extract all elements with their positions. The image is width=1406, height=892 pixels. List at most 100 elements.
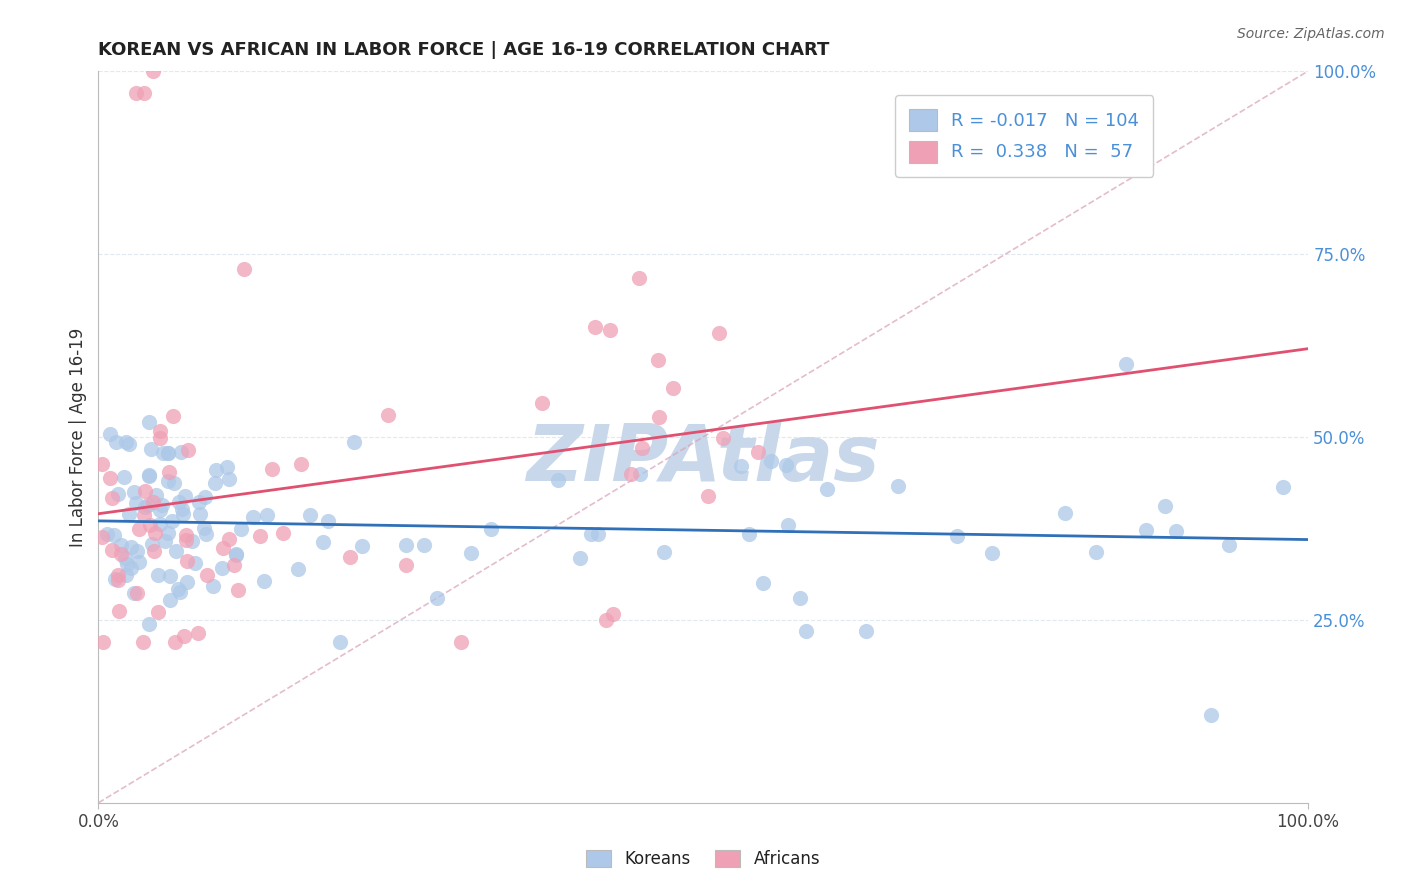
Point [212, 541, 235, 555]
Point [547, 473, 569, 487]
Text: ZIPAtlas: ZIPAtlas [526, 421, 880, 497]
Point [187, 626, 209, 640]
Point [620, 467, 643, 482]
Point [1218, 538, 1240, 552]
Point [107, 568, 129, 582]
Point [730, 459, 752, 474]
Point [141, 537, 163, 551]
Point [139, 442, 162, 457]
Point [142, 494, 165, 508]
Point [226, 583, 249, 598]
Point [188, 507, 211, 521]
Point [134, 87, 156, 101]
Point [460, 546, 482, 560]
Point [153, 533, 176, 548]
Point [218, 472, 240, 486]
Point [761, 454, 783, 468]
Point [586, 526, 609, 541]
Point [205, 463, 228, 477]
Point [479, 522, 502, 536]
Point [167, 495, 190, 509]
Point [107, 487, 129, 501]
Point [98, 427, 121, 442]
Point [377, 408, 399, 422]
Point [114, 435, 136, 450]
Point [195, 567, 218, 582]
Point [648, 409, 671, 424]
Point [707, 326, 730, 340]
Point [114, 551, 136, 566]
Point [145, 526, 167, 541]
Point [738, 527, 761, 541]
Y-axis label: In Labor Force | Age 16-19: In Labor Force | Age 16-19 [69, 327, 87, 547]
Point [195, 527, 218, 541]
Point [531, 396, 554, 410]
Point [225, 548, 247, 562]
Point [299, 508, 322, 522]
Point [173, 489, 195, 503]
Point [169, 585, 191, 599]
Point [180, 533, 202, 548]
Point [132, 508, 155, 522]
Point [173, 629, 195, 643]
Point [628, 271, 651, 285]
Point [174, 533, 197, 548]
Point [90, 457, 112, 471]
Point [139, 517, 162, 532]
Point [1115, 357, 1137, 371]
Point [311, 535, 333, 549]
Point [101, 491, 124, 505]
Point [1085, 545, 1108, 559]
Point [136, 498, 159, 512]
Point [134, 484, 156, 499]
Point [188, 495, 211, 509]
Point [157, 446, 180, 460]
Point [138, 468, 160, 483]
Point [149, 424, 172, 438]
Point [128, 555, 150, 569]
Point [125, 544, 148, 558]
Point [142, 64, 165, 78]
Point [568, 550, 591, 565]
Point [1199, 708, 1222, 723]
Point [339, 549, 361, 564]
Point [146, 568, 169, 582]
Point [343, 434, 366, 449]
Point [202, 579, 225, 593]
Point [395, 558, 418, 572]
Point [120, 560, 142, 574]
Point [101, 543, 124, 558]
Point [579, 527, 602, 541]
Point [146, 605, 169, 619]
Point [176, 554, 198, 568]
Point [204, 476, 226, 491]
Point [256, 508, 278, 522]
Point [138, 415, 160, 429]
Point [602, 607, 624, 621]
Point [980, 546, 1002, 560]
Point [170, 444, 193, 458]
Point [156, 526, 179, 541]
Point [855, 624, 877, 638]
Point [160, 514, 183, 528]
Point [98, 471, 121, 485]
Legend: Koreans, Africans: Koreans, Africans [579, 843, 827, 875]
Point [778, 518, 800, 533]
Point [450, 635, 472, 649]
Point [628, 467, 651, 482]
Point [595, 613, 617, 627]
Point [122, 585, 145, 599]
Point [162, 409, 184, 423]
Point [652, 545, 675, 559]
Point [120, 540, 142, 554]
Point [1164, 524, 1187, 538]
Point [115, 568, 138, 582]
Point [211, 561, 233, 575]
Point [194, 490, 217, 504]
Point [172, 507, 194, 521]
Point [104, 572, 127, 586]
Point [163, 475, 186, 490]
Point [149, 431, 172, 445]
Point [122, 484, 145, 499]
Point [225, 547, 247, 561]
